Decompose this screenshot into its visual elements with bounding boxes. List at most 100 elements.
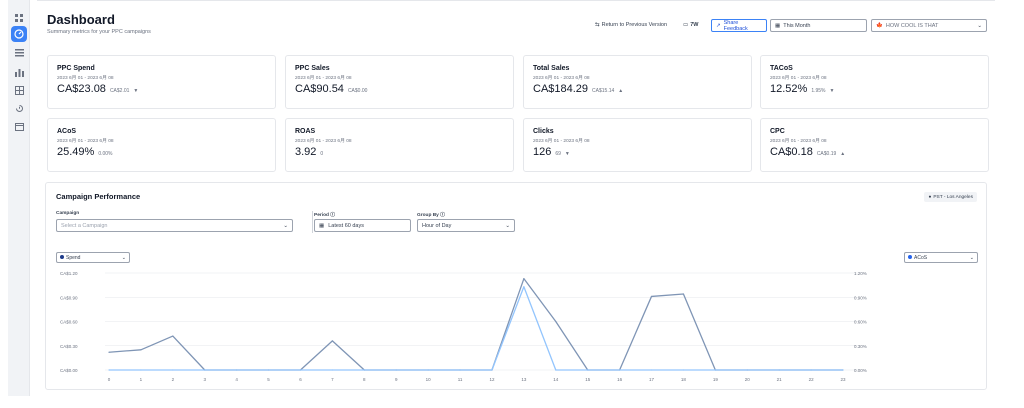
layout-label: 7W — [690, 22, 699, 28]
metric-delta: CA$0.00 — [347, 88, 368, 94]
calendar-icon[interactable] — [11, 118, 27, 134]
x-tick-label: 19 — [713, 377, 719, 382]
x-tick-label: 4 — [235, 377, 238, 382]
right-metric-select[interactable]: ACoS ⌄ — [904, 252, 978, 263]
y-tick-label-left: CA$0.30 — [60, 344, 78, 349]
y-tick-label-left: CA$0.00 — [60, 368, 78, 373]
x-tick-label: 8 — [363, 377, 366, 382]
metric-card-acos: ACoS 2023 6月 01 - 2023 6月 08 25.49% 0.00% — [47, 118, 276, 172]
metric-date-range: 2023 6月 01 - 2023 6月 08 — [57, 76, 114, 81]
data-point-acos — [810, 369, 812, 371]
x-tick-label: 12 — [489, 377, 495, 382]
store-name: HOW COOL IS THAT — [885, 22, 939, 29]
x-tick-label: 22 — [809, 377, 815, 382]
period-label: Period ⓘ — [314, 213, 336, 218]
series-line-spend — [108, 278, 843, 371]
data-point-spend — [555, 320, 557, 323]
groupby-label: Group By ⓘ — [417, 213, 445, 218]
bar-chart-icon[interactable] — [11, 64, 27, 80]
list-icon[interactable] — [11, 45, 27, 61]
x-tick-label: 10 — [426, 377, 432, 382]
data-point-spend — [172, 335, 174, 337]
store-selector-content: 🍁 HOW COOL IS THAT — [876, 23, 938, 29]
date-range-picker[interactable]: ▦ This Month — [770, 19, 867, 32]
groupby-select[interactable]: Hour of Day ⌄ — [417, 219, 515, 232]
trend-arrow-icon: ▲ — [840, 151, 846, 157]
metric-value: 25.49% — [57, 146, 95, 158]
timezone-badge: ● PST - Los Angeles — [924, 192, 977, 202]
data-point-spend — [650, 295, 653, 298]
y-tick-label-right: 0.30% — [854, 344, 867, 349]
filter-divider — [312, 211, 313, 233]
metric-value-row: 3.92 0 — [295, 146, 327, 158]
chevron-down-icon: ⌄ — [977, 22, 982, 29]
y-tick-label-right: 0.00% — [854, 368, 867, 373]
x-tick-label: 14 — [553, 377, 559, 382]
metric-card-ppc-sales: PPC Sales 2023 6月 01 - 2023 6月 08 CA$90.54… — [285, 55, 514, 109]
x-tick-label: 13 — [521, 377, 527, 382]
calendar-small-icon: ▦ — [775, 22, 781, 29]
data-point-acos — [331, 369, 333, 371]
metric-card-clicks: Clicks 2023 6月 01 - 2023 6月 08 126 69 ▼ — [523, 118, 752, 172]
metric-card-tacos: TACoS 2023 6月 01 - 2023 6月 08 12.52% 1.95% ▼ — [760, 55, 989, 109]
metric-date-range: 2023 6月 01 - 2023 6月 08 — [770, 76, 827, 81]
metric-value: CA$184.29 — [533, 83, 589, 95]
campaign-select[interactable]: Select a Campaign ⌄ — [56, 219, 293, 232]
data-point-acos — [682, 369, 685, 371]
metric-value: CA$90.54 — [295, 83, 344, 95]
layout-icon: ▭ — [683, 22, 689, 28]
metric-title: ROAS — [295, 128, 316, 135]
left-metric-select[interactable]: Spend ⌄ — [56, 252, 130, 263]
store-selector[interactable]: 🍁 HOW COOL IS THAT ⌄ — [871, 19, 987, 32]
table-icon[interactable] — [11, 82, 27, 98]
data-point-acos — [427, 369, 429, 371]
date-range-value: This Month — [783, 22, 811, 29]
data-point-spend — [523, 278, 525, 280]
page-title: Dashboard — [47, 12, 115, 27]
acos-legend-dot — [908, 254, 912, 259]
trend-arrow-icon: ▼ — [829, 88, 835, 94]
calendar-small-icon: ▦ — [319, 222, 325, 229]
metric-value: 3.92 — [295, 146, 317, 158]
share-feedback-button[interactable]: ↗ Share Feedback — [711, 19, 767, 32]
metric-delta: 1.95% — [811, 88, 826, 94]
data-point-spend — [682, 293, 685, 295]
sidebar — [8, 0, 30, 396]
top-border — [37, 0, 995, 1]
metric-card-roas: ROAS 2023 6月 01 - 2023 6月 08 3.92 0 — [285, 118, 514, 172]
x-tick-label: 18 — [681, 377, 687, 382]
x-tick-label: 15 — [585, 377, 591, 382]
layout-toggle-button[interactable]: ▭ 7W — [683, 19, 698, 31]
metric-date-range: 2023 6月 01 - 2023 6月 08 — [533, 76, 590, 81]
campaign-label: Campaign — [56, 211, 80, 216]
metric-title: PPC Spend — [57, 65, 95, 72]
metric-value: 12.52% — [770, 83, 808, 95]
external-link-icon: ↗ — [716, 22, 721, 29]
performance-chart: CA$0.00 CA$0.30 CA$0.60 CA$0.90 CA$1.20 0.00%… — [60, 271, 867, 382]
data-point-acos — [459, 369, 461, 371]
data-point-acos — [650, 369, 653, 371]
return-label: Return to Previous Version — [601, 22, 668, 28]
period-select[interactable]: ▦ Latest 60 days — [314, 219, 411, 232]
data-point-spend — [140, 349, 142, 351]
return-previous-version-button[interactable]: ⇆ Return to Previous Version — [595, 19, 667, 31]
history-icon[interactable] — [11, 100, 27, 116]
grid-icon[interactable] — [11, 10, 27, 26]
metric-delta: CA$2.01 — [109, 88, 130, 94]
period-value: Latest 60 days — [328, 222, 364, 229]
right-metric-value: ACoS — [914, 254, 928, 261]
chevron-down-icon: ⌄ — [283, 222, 288, 229]
dashboard-icon[interactable] — [11, 26, 27, 42]
chevron-down-icon: ⌄ — [121, 254, 126, 261]
metric-value-row: 126 69 ▼ — [533, 146, 570, 158]
panel-title: Campaign Performance — [56, 192, 141, 201]
metric-delta: CA$0.19 — [816, 151, 837, 157]
data-point-acos — [523, 286, 525, 288]
metric-card-cpc: CPC 2023 6月 01 - 2023 6月 08 CA$0.18 CA$0.19… — [760, 118, 989, 172]
chevron-down-icon: ⌄ — [505, 222, 510, 229]
metric-value-row: CA$184.29 CA$15.14 ▲ — [533, 83, 623, 95]
metric-value-row: 25.49% 0.00% — [57, 146, 117, 158]
x-tick-label: 5 — [267, 377, 270, 382]
chevron-down-icon: ⌄ — [969, 254, 974, 261]
x-tick-label: 17 — [649, 377, 655, 382]
